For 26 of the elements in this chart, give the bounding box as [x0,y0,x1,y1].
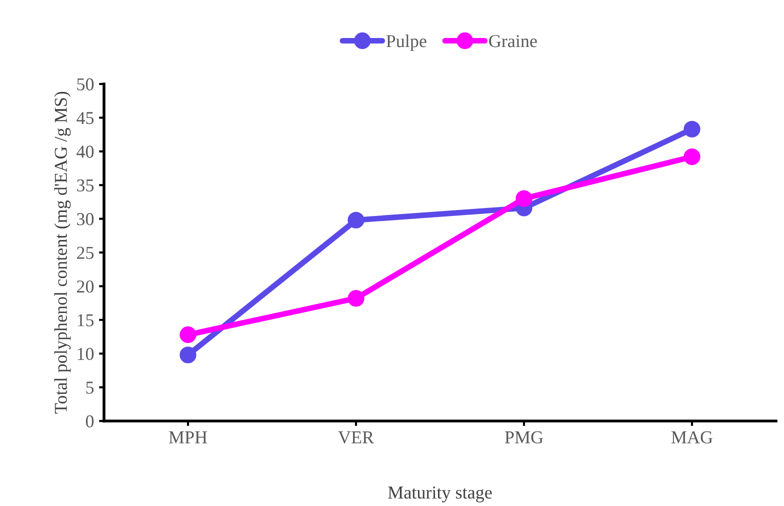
y-axis-title: Total polyphenol content (mg d'EAG /g MS) [54,92,71,414]
point [348,212,364,228]
y-tick-label: 10 [78,348,94,360]
x-tick-label: MAG [671,431,712,444]
x-tick-label: PMG [504,431,544,444]
y-tick-label: 35 [77,179,94,192]
y-tick-label: 20 [77,280,94,293]
y-tick-label: 15 [78,314,94,326]
legend-label: Pulpe [386,34,426,51]
y-tick-label: 25 [77,246,94,259]
point [180,326,196,344]
point [180,346,196,364]
point [348,290,364,307]
legend-label: Graine [489,35,537,48]
y-tick-label: 0 [86,415,94,428]
x-tick-label: VER [338,431,374,444]
y-tick-label: 45 [76,112,94,124]
y-tick-label: 5 [86,382,94,394]
x-axis-title: Maturity stage [388,486,492,502]
y-tick-label: 50 [77,78,94,90]
point [684,120,700,138]
point [684,148,700,166]
y-tick-label: 40 [76,146,94,158]
point [516,190,532,207]
y-tick-label: 30 [77,213,94,226]
x-tick-label: MPH [168,431,208,444]
